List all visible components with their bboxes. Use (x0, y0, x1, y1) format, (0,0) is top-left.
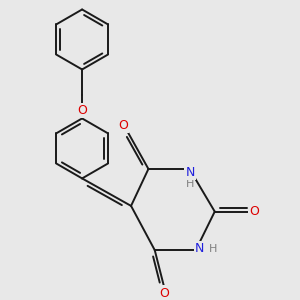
Text: H: H (209, 244, 217, 254)
Text: H: H (186, 179, 194, 189)
Text: N: N (195, 242, 204, 255)
Text: N: N (185, 166, 195, 178)
Text: O: O (249, 205, 259, 218)
Text: O: O (77, 104, 87, 117)
Text: O: O (159, 286, 169, 300)
Text: O: O (118, 119, 128, 132)
